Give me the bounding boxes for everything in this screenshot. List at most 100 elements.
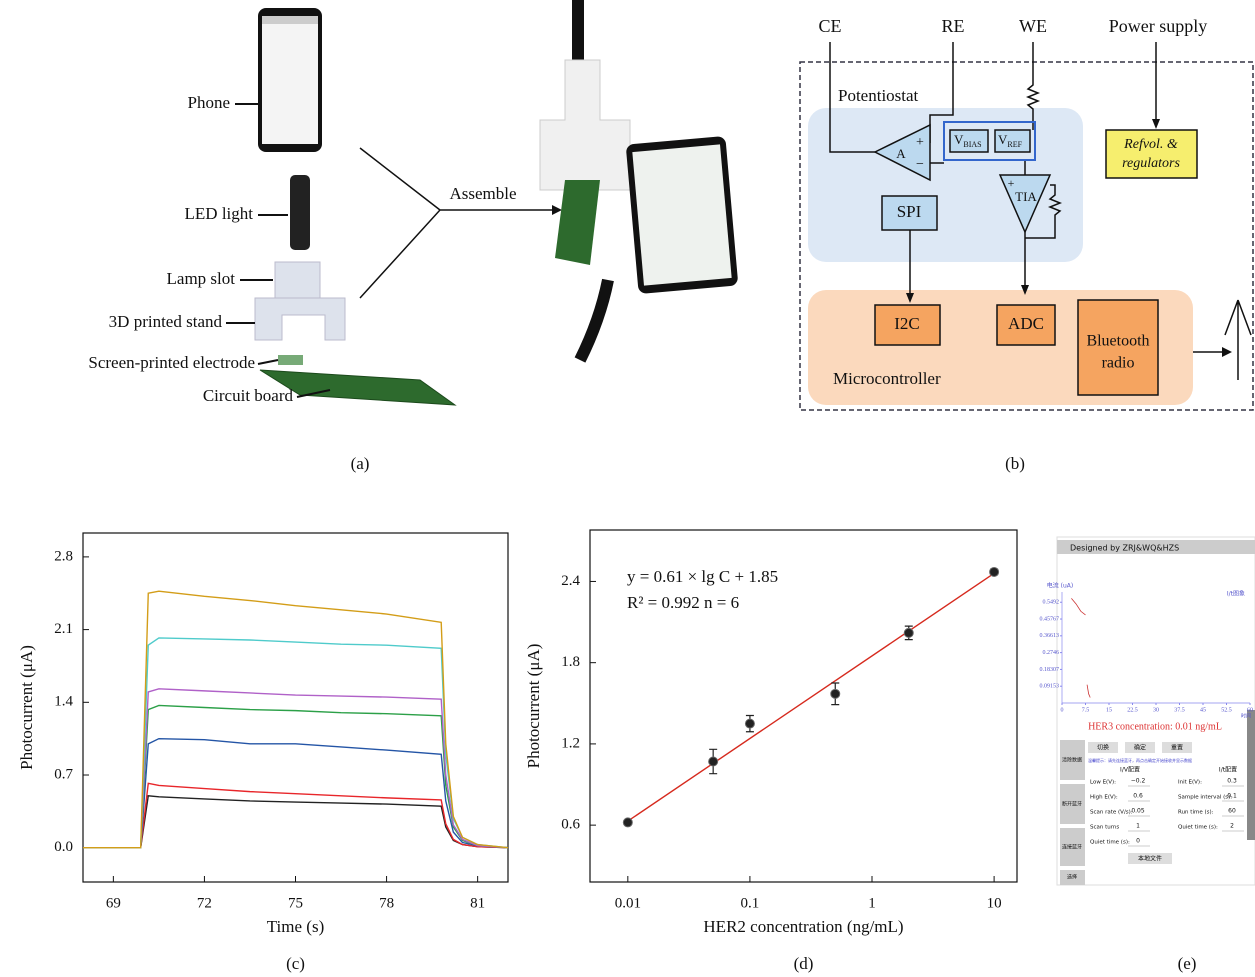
y-tick-label: 0.0 — [54, 839, 73, 855]
panel-label: (d) — [794, 954, 814, 973]
lamp-icon — [274, 261, 321, 301]
y-tick-label: 0.36613 — [1040, 633, 1060, 639]
app-field-label: Scan turns — [1090, 825, 1119, 831]
y-tick-label: 2.8 — [54, 548, 73, 564]
app-field-value: 0 — [1136, 838, 1140, 845]
app-field-value: 60 — [1228, 808, 1236, 815]
label: V — [954, 132, 964, 147]
app-field-value: 1 — [1136, 823, 1140, 830]
app-field-label: Sample interval (s): — [1178, 795, 1232, 801]
y-tick-label: 0.18307 — [1040, 667, 1060, 673]
data-line — [83, 795, 509, 849]
app-field-value: 2 — [1230, 823, 1234, 830]
data-point — [744, 718, 755, 729]
label: Lamp slot — [167, 269, 236, 288]
y-tick-label: 0.5492 — [1043, 600, 1060, 606]
app-field-label: Scan rate (V/s): — [1090, 810, 1133, 816]
x-axis-label: Time (s) — [267, 917, 324, 936]
y-tick-label: 0.2746 — [1043, 650, 1060, 656]
x-tick-label: 81 — [470, 895, 485, 911]
data-point — [708, 756, 719, 767]
label: Power supply — [1109, 16, 1208, 36]
svg-text:−: − — [916, 157, 924, 172]
app-side-label: 选择 — [1067, 874, 1077, 881]
x-tick-label: 0.1 — [741, 895, 760, 911]
label: Assemble — [449, 184, 516, 203]
app-side-label: 断开蓝牙 — [1062, 801, 1082, 808]
data-line — [83, 590, 509, 849]
app-field-label: Quiet time (s): — [1178, 825, 1218, 831]
x-axis-label: 时间 — [1241, 713, 1251, 720]
x-tick-label: 45 — [1200, 707, 1206, 713]
y-axis-label: Photocurrent (μA) — [17, 645, 36, 770]
x-axis-label: HER2 concentration (ng/mL) — [703, 917, 903, 936]
app-header: Designed by ZRJ&WQ&HZS — [1070, 544, 1179, 553]
chart-title: I/t图象 — [1227, 590, 1245, 598]
app-button[interactable] — [1162, 742, 1192, 753]
label: regulators — [1122, 156, 1180, 171]
label: BIAS — [963, 140, 981, 149]
panel-label: (b) — [1005, 454, 1025, 473]
app-result: HER3 concentration: 0.01 ng/mL — [1088, 721, 1222, 732]
app-side-button[interactable] — [1060, 870, 1085, 885]
y-tick-label: 0.6 — [561, 817, 580, 833]
label: A — [896, 146, 906, 161]
app-button-label: 确定 — [1134, 744, 1146, 752]
app-button-label: 重置 — [1171, 744, 1183, 752]
label: SPI — [897, 202, 922, 221]
data-point — [989, 566, 1000, 577]
app-field-value: −0.2 — [1131, 778, 1146, 785]
app-side-button[interactable] — [1060, 740, 1085, 780]
data-point — [622, 817, 633, 828]
x-tick-label: 1 — [868, 895, 876, 911]
data-point — [903, 627, 914, 638]
panel-label: (a) — [351, 454, 370, 473]
label: LED light — [185, 204, 254, 223]
data-line — [83, 737, 509, 849]
data-line — [83, 782, 509, 849]
y-axis-label: 电流 (uA) — [1047, 582, 1074, 590]
app-field-label: Low E(V): — [1090, 780, 1116, 786]
app-button[interactable] — [1125, 742, 1155, 753]
app-field-value: 0.1 — [1227, 793, 1237, 800]
app-field-label: High E(V): — [1090, 795, 1118, 801]
board-icon — [259, 369, 457, 406]
y-tick-label: 0.09153 — [1040, 684, 1060, 690]
app-field-label: Init E(V): — [1178, 780, 1202, 786]
label: Potentiostat — [838, 86, 919, 105]
electrode-icon — [278, 355, 303, 365]
fit-line — [627, 572, 995, 822]
app-side-button[interactable] — [1060, 828, 1085, 866]
x-tick-label: 7.5 — [1082, 707, 1090, 713]
label: ADC — [1008, 314, 1044, 333]
stand-icon — [254, 297, 346, 341]
app-section: I/t配置 — [1219, 767, 1237, 774]
y-tick-label: 0.45767 — [1040, 616, 1060, 622]
app-section: I/V配置 — [1120, 767, 1140, 774]
app-button[interactable] — [1128, 853, 1172, 864]
annotation: y = 0.61 × lg C + 1.85 — [627, 567, 778, 586]
app-button-label: 切换 — [1097, 744, 1109, 752]
label: radio — [1102, 355, 1135, 372]
label: Bluetooth — [1086, 333, 1149, 350]
app-side-button[interactable] — [1060, 784, 1085, 824]
app-field-value: 0.3 — [1227, 778, 1237, 785]
app-button[interactable] — [1088, 742, 1118, 753]
app-hint: 温馨提示：请先连接蓝牙，再点击确定开始接收并显示数据 — [1088, 757, 1192, 763]
x-tick-label: 22.5 — [1127, 707, 1138, 713]
x-tick-label: 52.5 — [1221, 707, 1232, 713]
label: Refvol. & — [1123, 137, 1178, 152]
label: Microcontroller — [833, 369, 941, 388]
x-tick-label: 75 — [288, 895, 303, 911]
y-tick-label: 2.1 — [54, 621, 73, 637]
plot-frame — [589, 529, 1018, 883]
y-axis-label: Photocurrent (μA) — [524, 644, 543, 769]
x-tick-label: 78 — [379, 895, 394, 911]
stand-assembled — [539, 59, 631, 191]
label: WE — [1019, 16, 1047, 36]
y-tick-label: 1.2 — [561, 735, 580, 751]
label: 3D printed stand — [109, 312, 223, 331]
x-tick-label: 37.5 — [1174, 707, 1185, 713]
svg-text:+: + — [1008, 176, 1015, 190]
